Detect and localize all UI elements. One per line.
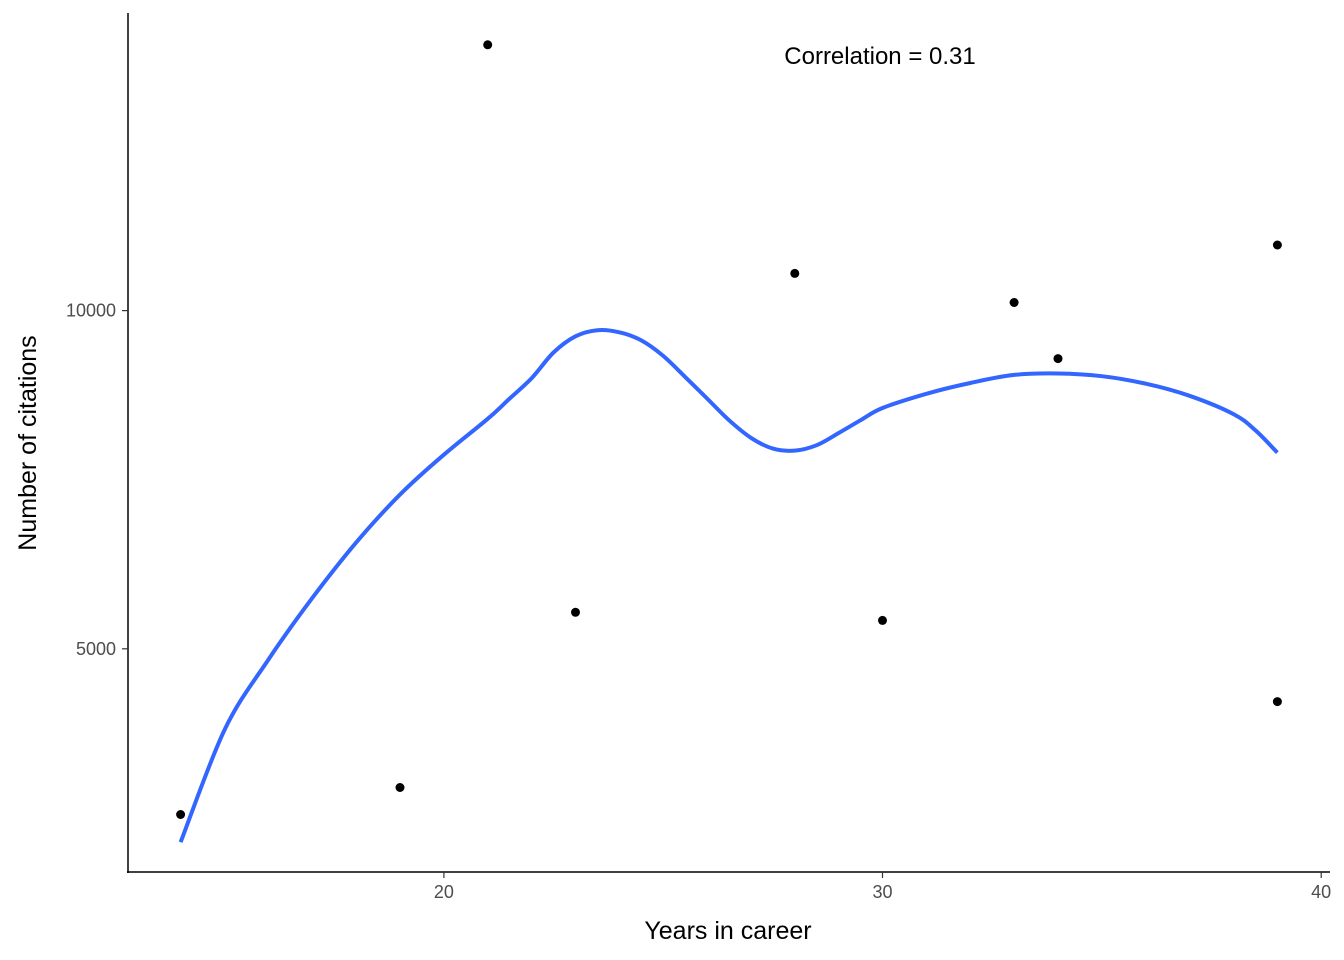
y-tick-label: 5000 bbox=[76, 639, 116, 659]
x-tick-label: 20 bbox=[434, 882, 454, 902]
correlation-annotation: Correlation = 0.31 bbox=[784, 43, 975, 70]
y-tick-label: 10000 bbox=[66, 301, 116, 321]
data-point bbox=[395, 783, 405, 792]
data-point bbox=[483, 40, 493, 50]
x-tick-label: 30 bbox=[872, 882, 892, 902]
smooth-trend-line bbox=[178, 327, 1279, 843]
data-point bbox=[1272, 697, 1282, 707]
data-point bbox=[1272, 240, 1282, 250]
data-points bbox=[176, 40, 1282, 819]
data-point bbox=[571, 607, 580, 617]
x-axis-ticks: 20 30 40 bbox=[434, 872, 1331, 902]
data-point bbox=[1009, 298, 1019, 307]
x-axis-title: Years in career bbox=[644, 917, 811, 945]
x-tick-label: 40 bbox=[1311, 882, 1331, 902]
data-point bbox=[878, 615, 887, 625]
data-point bbox=[1053, 354, 1063, 364]
y-axis-ticks: 5000 10000 bbox=[66, 301, 128, 659]
y-axis-title: Number of citations bbox=[14, 335, 42, 550]
data-point bbox=[790, 268, 800, 278]
plot-area bbox=[176, 40, 1282, 843]
data-point bbox=[176, 810, 186, 819]
